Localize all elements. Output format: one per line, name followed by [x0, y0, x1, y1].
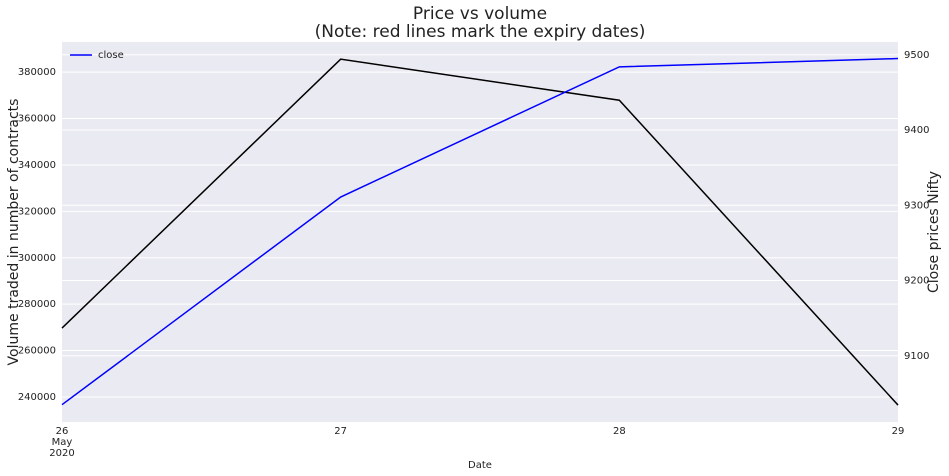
y2-tick-label: 9400	[904, 125, 929, 136]
x-tick-label: 28	[613, 426, 626, 437]
y-tick-label: 280000	[18, 299, 56, 310]
y2-axis-label: Close prices Nifty	[926, 171, 942, 293]
y2-tick-label: 9200	[904, 276, 929, 287]
y-tick-label: 260000	[18, 346, 56, 357]
chart-title: Price vs volume	[413, 4, 547, 24]
plot-area	[62, 42, 898, 422]
y-tick-label: 240000	[18, 392, 56, 403]
y-axis-label: Volume traded in number of contracts	[6, 99, 22, 366]
y2-tick-label: 9300	[904, 200, 929, 211]
x-tick-sublabel: 2020	[49, 448, 74, 459]
x-tick-label: 27	[334, 426, 347, 437]
y2-tick-label: 9500	[904, 50, 929, 61]
y-tick-label: 300000	[18, 253, 56, 264]
x-tick-label: 29	[892, 426, 905, 437]
x-tick-sublabel: May	[52, 437, 73, 448]
y-tick-label: 380000	[18, 67, 56, 78]
chart-subtitle: (Note: red lines mark the expiry dates)	[315, 22, 646, 42]
x-axis-label: Date	[468, 460, 492, 471]
y-tick-label: 360000	[18, 114, 56, 125]
y-tick-label: 320000	[18, 206, 56, 217]
legend-label: close	[98, 50, 124, 61]
x-tick-label: 26	[56, 426, 69, 437]
series-line	[61, 58, 899, 406]
series-line	[61, 57, 899, 406]
y-tick-label: 340000	[18, 160, 56, 171]
y2-tick-label: 9100	[904, 351, 929, 362]
